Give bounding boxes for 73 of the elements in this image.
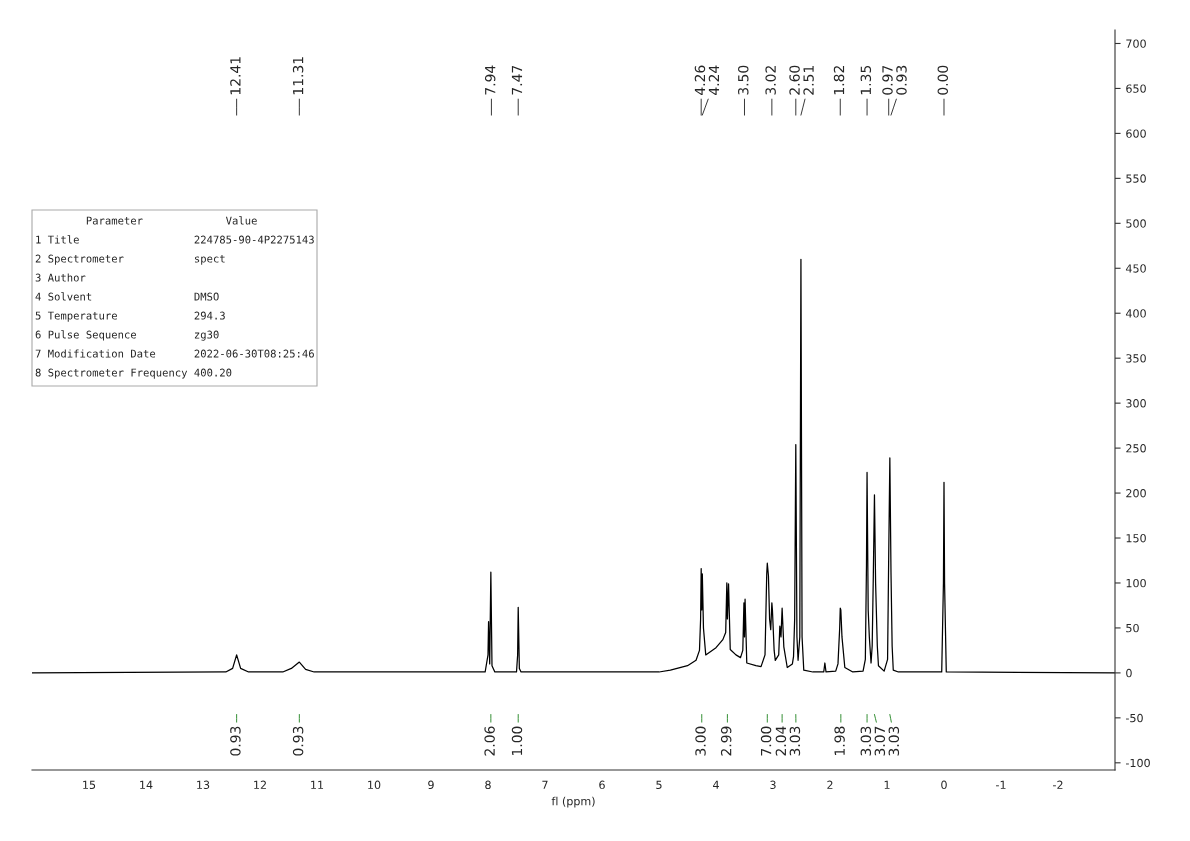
y-tick-label: -100 [1125, 758, 1150, 768]
x-tick-label: 1 [884, 780, 890, 789]
annotation: 6 Pulse Sequence zg30 [35, 330, 219, 341]
x-tick-label: 0 [941, 780, 947, 790]
annotation: 3.03 [860, 726, 872, 756]
y-tick-label: 300 [1126, 399, 1146, 408]
x-tick-label: 15 [83, 780, 96, 790]
annotation: 0.93 [292, 726, 304, 756]
annotation: 12.41 [230, 57, 241, 95]
x-axis-title: fl (ppm) [551, 796, 595, 808]
x-tick-label: 9 [428, 780, 434, 790]
annotation: 1.35 [860, 65, 872, 95]
annotation: 2.51 [803, 66, 814, 95]
x-tick-label: 6 [599, 780, 605, 790]
annotation: 5 Temperature 294.3 [35, 311, 225, 322]
annotation: 1.82 [833, 66, 845, 95]
annotation: 7.47 [511, 65, 523, 95]
annotation: 3.03 [789, 726, 801, 756]
y-tick-label: 150 [1126, 533, 1146, 543]
annotation: 0.93 [230, 726, 241, 756]
x-tick-label: 4 [713, 780, 719, 789]
y-tick-label: 500 [1126, 219, 1146, 228]
y-tick-label: 650 [1126, 84, 1146, 93]
y-tick-label: 600 [1126, 129, 1146, 138]
y-tick-label: 100 [1126, 578, 1146, 588]
annotation: 2.04 [775, 726, 787, 756]
x-tick-label: 2 [827, 780, 833, 789]
annotation: 7 Modification Date 2022-06-30T08:25:46 [35, 349, 314, 358]
x-tick-label: 8 [485, 780, 491, 790]
annotation: 7.94 [484, 65, 496, 95]
annotation: 3.02 [765, 66, 776, 95]
x-tick-label: 7 [542, 780, 548, 789]
y-tick-label: 700 [1126, 39, 1146, 48]
y-tick-label: 400 [1125, 309, 1146, 318]
y-tick-label: 250 [1126, 444, 1146, 453]
annotation: 8 Spectrometer Frequency 400.20 [35, 368, 232, 379]
x-tick-label: 3 [770, 780, 776, 790]
x-tick-label: 5 [656, 780, 662, 790]
x-tick-label: 12 [254, 780, 266, 789]
y-tick-label: -50 [1125, 713, 1143, 723]
annotation: 0.97 [882, 65, 893, 95]
y-tick-label: 50 [1126, 623, 1139, 633]
x-tick-label: -2 [1053, 780, 1063, 789]
y-tick-label: 450 [1125, 264, 1146, 273]
annotation: 1.00 [511, 726, 523, 756]
annotation: 4.24 [708, 65, 720, 95]
x-tick-label: 11 [311, 780, 324, 789]
annotation: 11.31 [292, 57, 304, 95]
annotation: 3.00 [695, 726, 706, 756]
annotation: 3.03 [888, 726, 900, 756]
x-tick-label: 13 [197, 780, 210, 790]
annotation: 7.00 [760, 726, 772, 756]
annotation: 3.50 [738, 65, 749, 95]
y-tick-label: 550 [1126, 174, 1146, 183]
annotation: 4 Solvent DMSO [35, 292, 219, 301]
y-tick-label: 0 [1126, 668, 1132, 678]
annotation: 2.99 [720, 726, 732, 756]
annotation: 0.93 [896, 65, 907, 95]
annotation: 2.06 [484, 726, 495, 756]
annotation: 3.07 [874, 726, 886, 756]
annotation: 0.00 [937, 65, 949, 95]
x-tick-label: 10 [368, 780, 381, 790]
annotation: 3 Author [35, 273, 86, 282]
annotation: 2.60 [789, 65, 800, 95]
annotation: 2 Spectrometer spect [35, 254, 225, 265]
y-tick-label: 350 [1126, 354, 1146, 363]
x-tick-label: -1 [996, 780, 1006, 789]
x-tick-label: 14 [140, 780, 153, 789]
y-tick-label: 200 [1126, 489, 1146, 498]
annotation: Parameter Value [86, 216, 257, 225]
annotation: 4.26 [694, 65, 706, 95]
annotation: 1 Title 224785-90-4P2275143 [36, 235, 314, 244]
annotation: 1.98 [834, 726, 845, 756]
